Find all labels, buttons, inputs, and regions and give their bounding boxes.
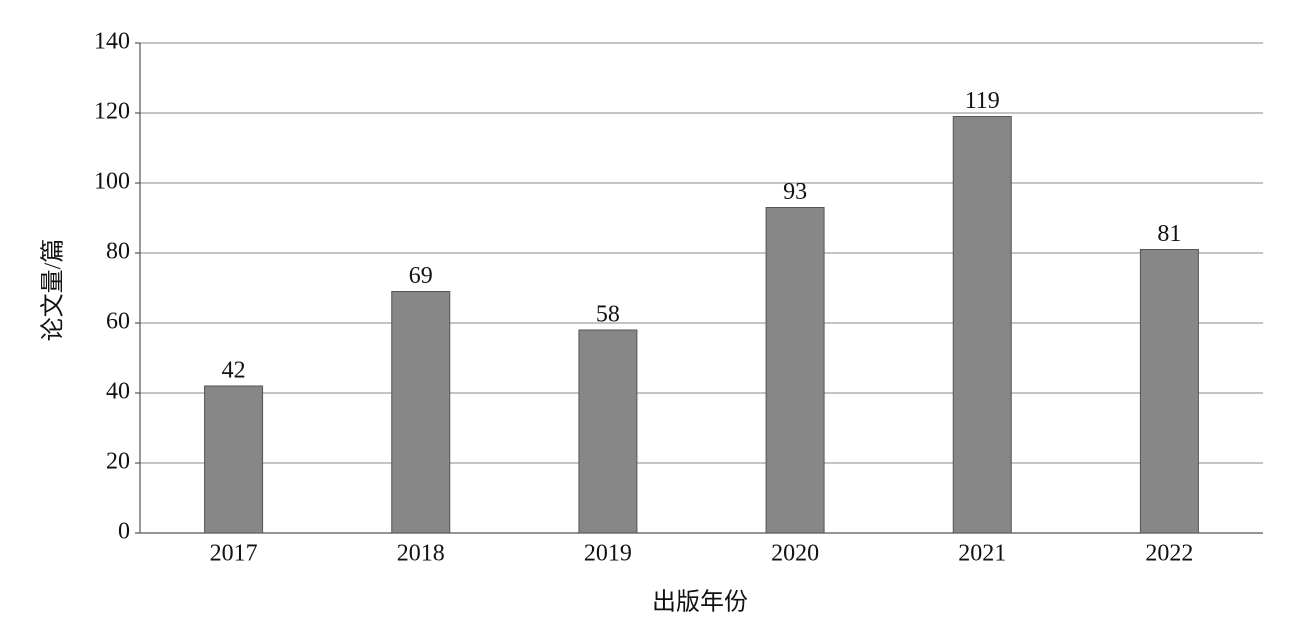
y-tick-label: 20 <box>106 449 130 475</box>
x-tick-label: 2019 <box>584 541 632 567</box>
x-tick-label: 2021 <box>958 541 1006 567</box>
y-tick-label: 60 <box>106 309 130 335</box>
data-label: 119 <box>965 88 1000 114</box>
x-tick-label: 2022 <box>1145 541 1193 567</box>
bar <box>952 116 1012 534</box>
x-axis-label: 出版年份 <box>652 589 748 616</box>
y-tick-label: 140 <box>94 29 130 55</box>
data-label: 42 <box>222 358 246 384</box>
bar <box>204 385 264 534</box>
data-label: 58 <box>596 302 620 328</box>
data-label: 81 <box>1157 221 1181 247</box>
data-label: 69 <box>409 263 433 289</box>
x-tick-label: 2020 <box>771 541 819 567</box>
y-tick-label: 40 <box>106 379 130 405</box>
y-tick-label: 80 <box>106 239 130 265</box>
y-tick-label: 0 <box>118 519 130 545</box>
bar <box>765 207 825 534</box>
y-axis-label: 论文量/篇 <box>40 239 67 342</box>
x-tick-label: 2017 <box>210 541 258 567</box>
y-tick-label: 120 <box>94 99 130 125</box>
y-tick-label: 100 <box>94 169 130 195</box>
bar <box>391 291 451 534</box>
x-tick-label: 2018 <box>397 541 445 567</box>
bar <box>1139 249 1199 534</box>
data-label: 93 <box>783 179 807 205</box>
bar <box>578 329 638 534</box>
